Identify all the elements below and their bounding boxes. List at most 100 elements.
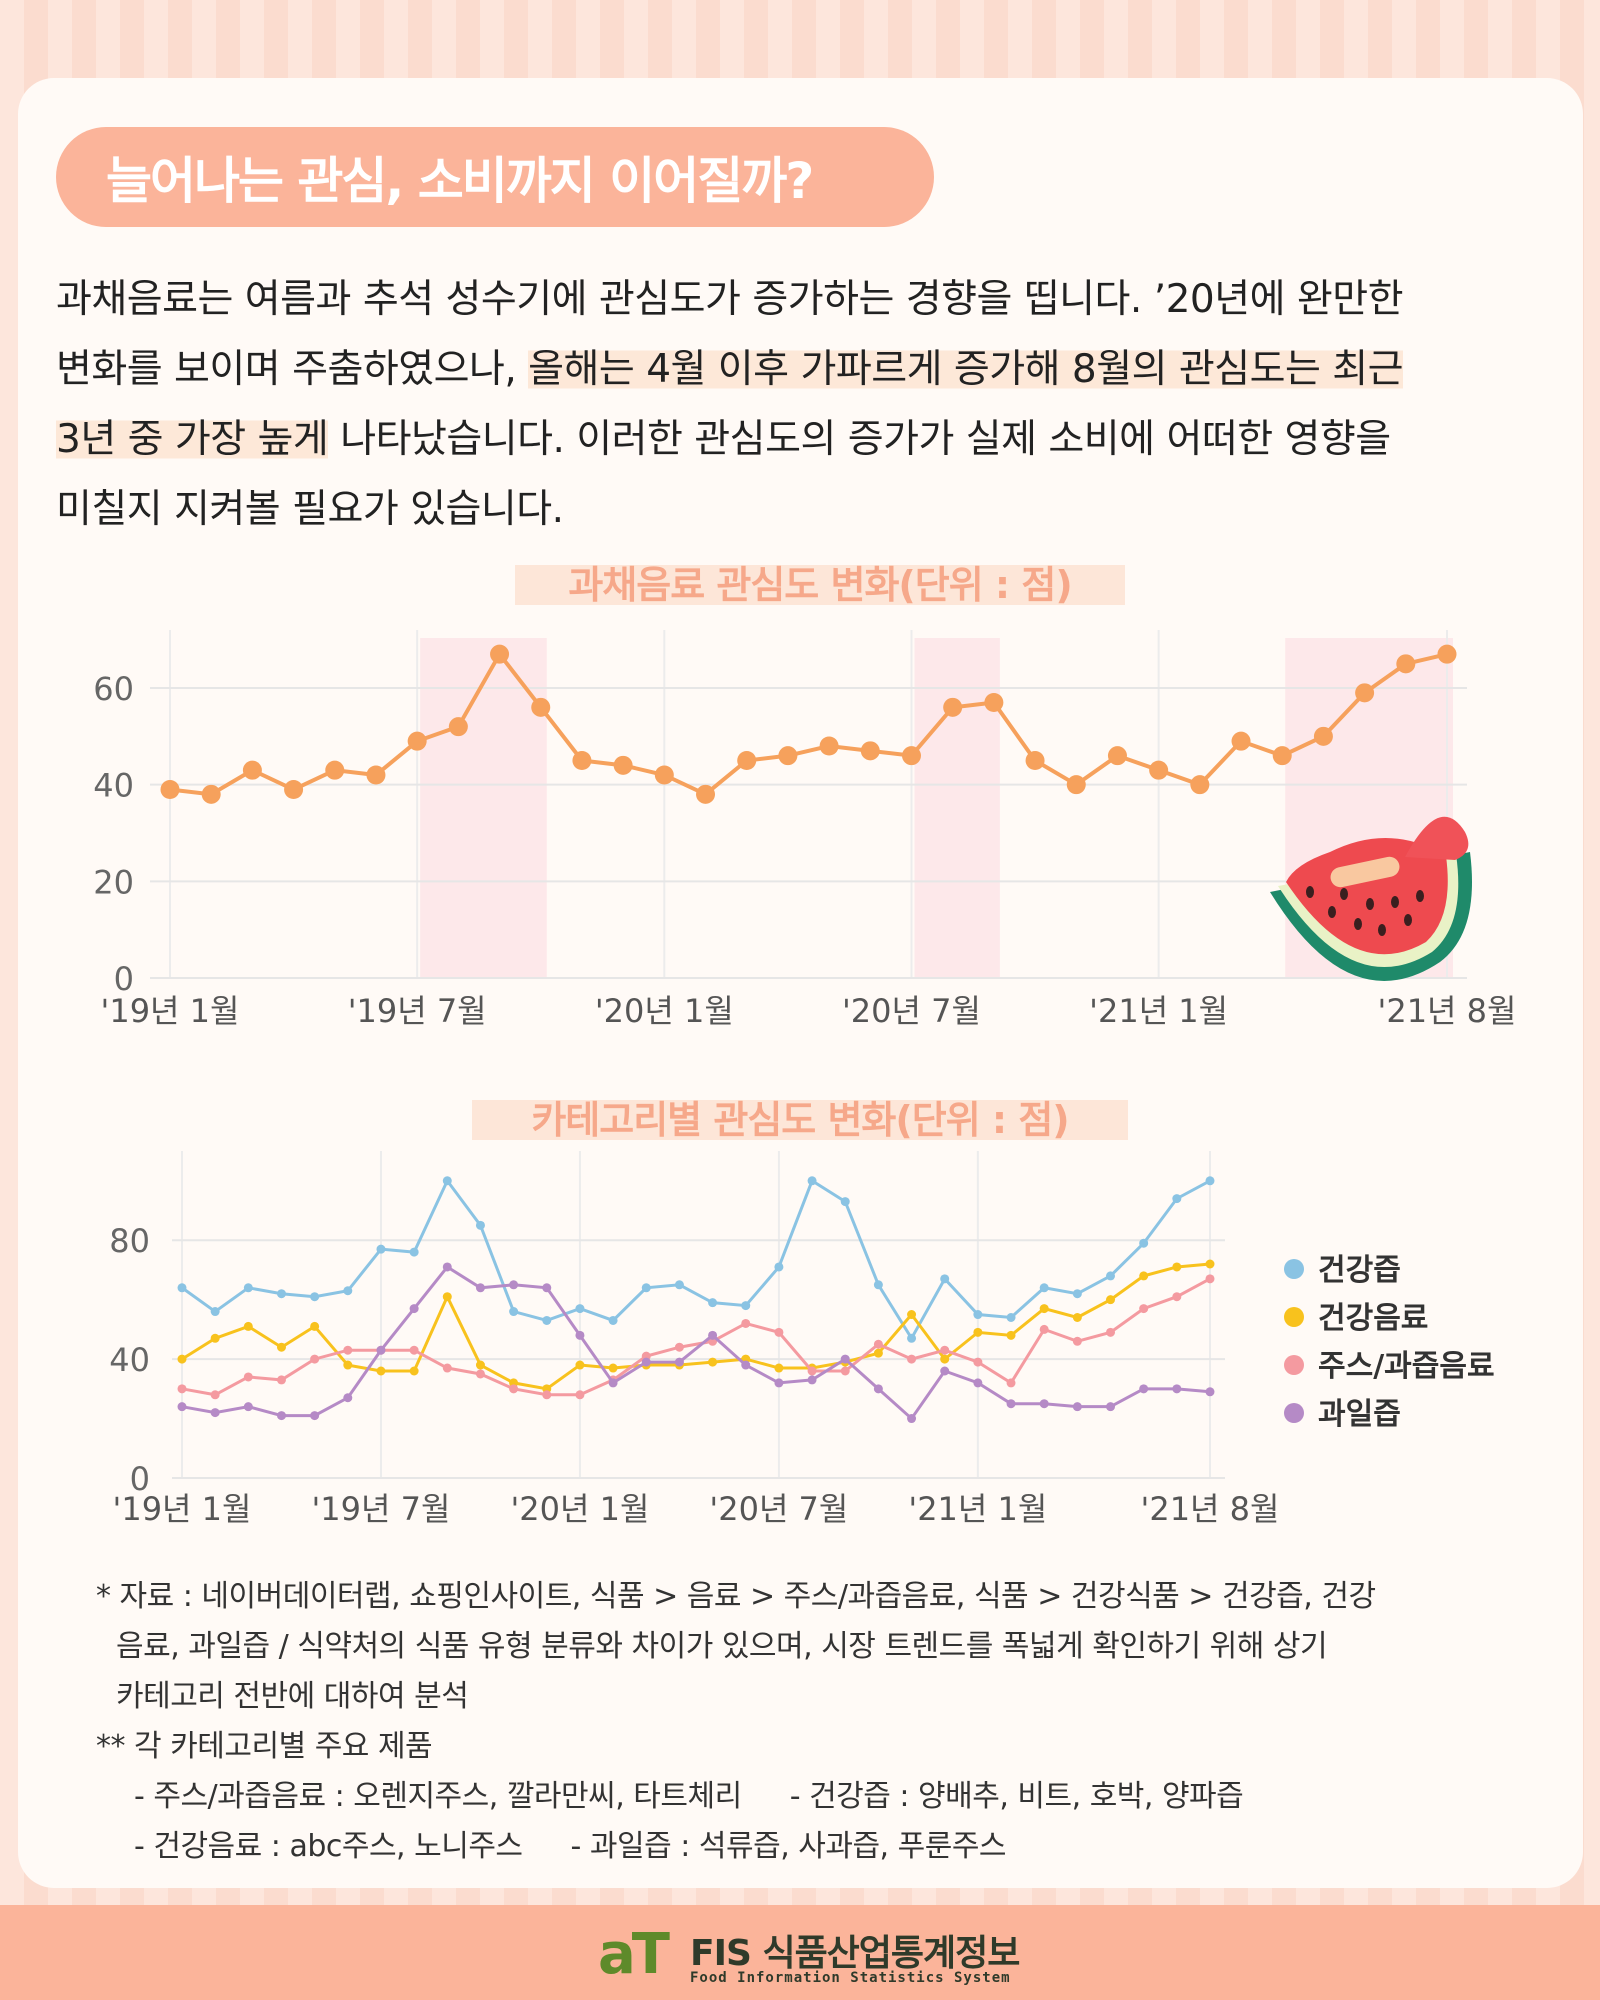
juice-splash (1405, 816, 1469, 860)
data-point (907, 1354, 917, 1364)
x-tick-label: '21년 1월 (908, 1490, 1047, 1528)
data-point (442, 1262, 452, 1272)
data-point (475, 1369, 485, 1379)
watermelon-seed (1404, 914, 1412, 926)
highlight-band (420, 638, 547, 978)
y-tick-label: 0 (130, 1460, 150, 1498)
data-point (177, 1402, 187, 1412)
data-point (674, 1342, 684, 1352)
data-point (442, 1292, 452, 1302)
data-point (708, 1357, 718, 1367)
data-point (1139, 1238, 1149, 1248)
footer-bar (0, 1905, 1600, 2000)
x-tick-label: '21년 8월 (1378, 992, 1517, 1030)
legend-marker (1284, 1259, 1304, 1279)
data-point (1272, 746, 1292, 766)
data-point (907, 1333, 917, 1343)
chart2-svg: 0 40 80 '19년 1월 '19년 7월 '20년 1월 '20년 7월 '21년 1월… (109, 1151, 1495, 1528)
watermelon-seed (1340, 888, 1348, 900)
data-point (741, 1318, 751, 1328)
data-point (973, 1378, 983, 1388)
data-point (243, 1402, 253, 1412)
data-point (1437, 644, 1457, 664)
x-tick-label: '21년 1월 (1089, 992, 1228, 1030)
data-point (409, 1247, 419, 1257)
data-point (641, 1357, 651, 1367)
products-line-1: - 주스/과즙음료 : 오렌지주스, 깔라만씨, 타트체리 - 건강즙 : 양배추… (96, 1772, 1536, 1822)
data-point (276, 1411, 286, 1421)
data-point (409, 1366, 419, 1376)
data-point (696, 784, 716, 804)
watermelon-seed (1416, 890, 1424, 902)
data-point (840, 1197, 850, 1207)
data-point (210, 1408, 220, 1418)
x-tick-label: '20년 1월 (510, 1490, 649, 1528)
data-point (376, 1244, 386, 1254)
data-point (1205, 1176, 1215, 1186)
fis-logo: aT FIS 식품산업통계정보 Food Information Statist… (598, 1922, 1058, 1992)
data-point (708, 1330, 718, 1340)
data-point (860, 741, 880, 761)
data-point (542, 1390, 552, 1400)
x-tick-label: '20년 7월 (842, 992, 981, 1030)
watermelon-seed (1328, 906, 1336, 918)
data-point (774, 1327, 784, 1337)
data-point (613, 755, 633, 775)
products-line-2: - 건강음료 : abc주스, 노니주스 - 과일즙 : 석류즙, 사과즙, 푸룬… (96, 1822, 1536, 1872)
data-point (1205, 1387, 1215, 1397)
data-point (1072, 1289, 1082, 1299)
data-point (907, 1310, 917, 1320)
x-tick-label: '19년 1월 (101, 992, 240, 1030)
data-point (774, 1262, 784, 1272)
data-point (1190, 775, 1210, 795)
y-tick-label: 80 (109, 1222, 150, 1260)
data-point (475, 1360, 485, 1370)
data-point (708, 1298, 718, 1308)
data-point (741, 1301, 751, 1311)
data-point (1355, 683, 1375, 703)
intro-line-1: 과채음료는 여름과 추석 성수기에 관심도가 증가하는 경향을 띱니다. ’20… (56, 277, 1404, 322)
data-point (608, 1363, 618, 1373)
intro-text: 나타났습니다. 이러한 관심도의 증가가 실제 소비에 어떠한 영향을 (328, 417, 1391, 462)
watermelon-seed (1391, 896, 1399, 908)
data-point (509, 1307, 519, 1317)
title-banner: 늘어나는 관심, 소비까지 이어질까? (56, 127, 934, 227)
data-point (1039, 1283, 1049, 1293)
data-point (940, 1366, 950, 1376)
y-tick-label: 40 (93, 767, 134, 805)
intro-highlight: 올해는 4월 이후 가파르게 증가해 8월의 관심도는 최근 (528, 347, 1404, 392)
data-point (1139, 1271, 1149, 1281)
source-note-cont: 음료, 과일즙 / 식약처의 식품 유형 분류와 차이가 있으며, 시장 트렌드… (116, 1629, 1328, 1664)
data-point (376, 1345, 386, 1355)
data-point (1006, 1399, 1016, 1409)
data-point (1139, 1304, 1149, 1314)
data-point (572, 751, 592, 770)
data-point (276, 1342, 286, 1352)
data-point (490, 644, 510, 664)
data-point (1205, 1274, 1215, 1284)
data-point (1006, 1330, 1016, 1340)
data-point (873, 1384, 883, 1394)
data-point (873, 1339, 883, 1349)
data-point (475, 1220, 485, 1230)
data-point (409, 1345, 419, 1355)
data-point (310, 1292, 320, 1302)
data-point (907, 1414, 917, 1424)
intro-paragraph: 과채음료는 여름과 추석 성수기에 관심도가 증가하는 경향을 띱니다. ’20… (56, 265, 1546, 545)
data-point (575, 1330, 585, 1340)
data-point (1139, 1384, 1149, 1394)
data-point (674, 1280, 684, 1290)
data-point (608, 1315, 618, 1325)
intro-line-3: 3년 중 가장 높게 나타났습니다. 이러한 관심도의 증가가 실제 소비에 어… (56, 405, 1546, 475)
data-point (1107, 746, 1127, 766)
data-point (575, 1390, 585, 1400)
data-point (1205, 1259, 1215, 1269)
watermelon-seed (1354, 918, 1362, 930)
data-point (1172, 1194, 1182, 1204)
series-line (181, 1277, 1211, 1397)
data-point (873, 1348, 883, 1358)
intro-line-2: 변화를 보이며 주춤하였으나, 올해는 4월 이후 가파르게 증가해 8월의 관… (56, 335, 1546, 405)
brand-tagline: Food Information Statistics System (690, 1970, 1011, 1986)
data-point (310, 1411, 320, 1421)
data-point (276, 1375, 286, 1385)
